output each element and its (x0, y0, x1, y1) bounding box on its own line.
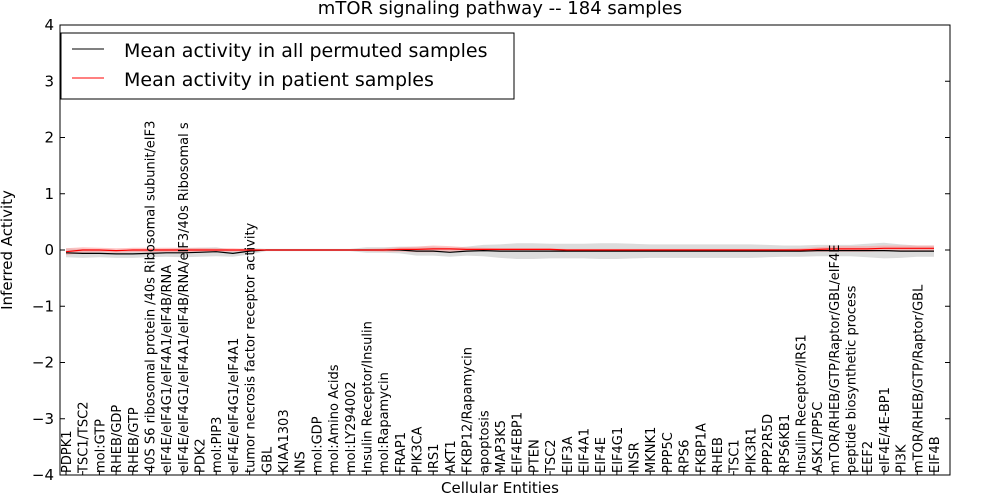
legend-label-patient: Mean activity in patient samples (124, 69, 434, 91)
series-line-permuted (65, 249, 934, 255)
x-tick-label: eIF4E/4E-BP1 (878, 387, 893, 473)
x-tick-label: MAP3K5 (494, 420, 509, 473)
x-tick-label: EIF4E (594, 437, 609, 473)
y-tick-label: −1 (32, 297, 54, 315)
x-tick-label: PPP2R5D (761, 414, 776, 473)
x-tick-label: EIF3A (561, 436, 576, 473)
x-tick-label: mol:LY294002 (344, 381, 359, 473)
x-tick-label: ASK1/PP5C (811, 402, 826, 473)
x-tick-label: mol:PIP3 (210, 417, 225, 473)
y-axis-label: Inferred Activity (0, 190, 16, 310)
x-tick-label: mTOR/RHEB/GTP/Raptor/GBL (911, 284, 926, 473)
x-tick-label: EIF4G1 (611, 427, 626, 473)
x-tick-label: eIF4E/eIF4G1/eIF4A1 (227, 338, 242, 473)
y-tick-label: −4 (32, 466, 54, 484)
band-patient (66, 245, 934, 256)
legend-label-permuted: Mean activity in all permuted samples (124, 40, 487, 62)
y-tick-label: 2 (44, 129, 54, 147)
x-tick-label: RHEB/GDP (110, 405, 125, 473)
x-tick-label: eIF4E/eIF4G1/eIF4A1/eIF4B/RNA (160, 265, 175, 473)
x-tick-label: EIF4B (928, 436, 943, 473)
x-tick-label: TSC1 (728, 439, 743, 474)
x-axis: PDPK1 TSC1/TSC2 mol:GTP RHEB/GDP RHEB/GTP 40S… (60, 121, 943, 475)
x-tick-label: Insulin Receptor/IRS1 (795, 334, 810, 473)
x-tick-label: PIK3R1 (744, 427, 759, 473)
x-tick-label: RHEB/GTP (127, 407, 142, 473)
y-tick-label: 3 (44, 72, 54, 90)
y-tick-label: 1 (44, 185, 54, 203)
x-tick-label: tumor necrosis factor receptor activity (244, 222, 259, 473)
x-tick-label: GBL (260, 446, 275, 473)
x-axis-label: Cellular Entities (441, 479, 559, 497)
x-tick-label: RPS6 (678, 440, 693, 473)
x-tick-label: RPS6KB1 (778, 414, 793, 473)
x-tick-label: PTEN (527, 439, 542, 473)
x-tick-label: KIAA1303 (277, 409, 292, 473)
legend: Mean activity in all permuted samples Me… (60, 32, 515, 100)
x-tick-label: TSC2 (544, 439, 559, 474)
x-tick-label: INSR (628, 442, 643, 473)
x-tick-label: RHEB (711, 437, 726, 473)
x-tick-label: FKBP12/Rapamycin (461, 347, 476, 473)
x-tick-label: mol:GDP (310, 416, 325, 473)
chart-title: mTOR signaling pathway -- 184 samples (318, 0, 682, 19)
x-tick-label: PDK2 (194, 438, 209, 473)
y-tick-label: −2 (32, 354, 54, 372)
x-tick-label: 40S S6 ribosomal protein /40s Ribosomal … (144, 121, 159, 473)
x-tick-label: PDPK1 (60, 431, 75, 474)
x-tick-label: TSC1/TSC2 (77, 402, 92, 474)
x-tick-label: mol:Rapamycin (377, 372, 392, 473)
legend-box (60, 32, 515, 100)
x-tick-label: EEF2 (861, 441, 876, 473)
x-tick-label: PI3K (895, 444, 910, 473)
series-lines (65, 247, 934, 255)
x-tick-label: MKNK1 (644, 427, 659, 473)
x-tick-label: mTOR/RHEB/GTP/Raptor/GBL/eIF4E (828, 245, 843, 474)
x-tick-label: peptide biosynthetic process (845, 285, 860, 473)
x-tick-label: mol:GTP (93, 419, 108, 473)
y-tick-label: 4 (44, 16, 54, 34)
x-tick-label: mol:Amino Acids (327, 364, 342, 473)
x-tick-label: apoptosis (477, 410, 492, 473)
x-tick-label: EIF4A1 (578, 428, 593, 473)
x-tick-label: FKBP1A (694, 423, 709, 473)
x-tick-label: INS (294, 451, 309, 473)
x-tick-label: AKT1 (444, 440, 459, 473)
x-tick-label: PPP5C (661, 432, 676, 473)
x-tick-label: IRS1 (427, 444, 442, 473)
y-axis: 4 3 2 1 0 −1 −2 −3 −4 (32, 16, 950, 484)
x-tick-label: PIK3CA (411, 426, 426, 473)
x-tick-label: FRAP1 (394, 432, 409, 473)
y-tick-label: −3 (32, 410, 54, 428)
x-tick-label: EIF4EBP1 (511, 412, 526, 473)
series-line-patient (65, 247, 934, 253)
y-tick-label: 0 (44, 241, 54, 259)
x-tick-label: eIF4E/eIF4G1/eIF4A1/eIF4B/RNA/eIF3/40s R… (177, 122, 192, 473)
x-tick-label: Insulin Receptor/Insulin (361, 321, 376, 473)
